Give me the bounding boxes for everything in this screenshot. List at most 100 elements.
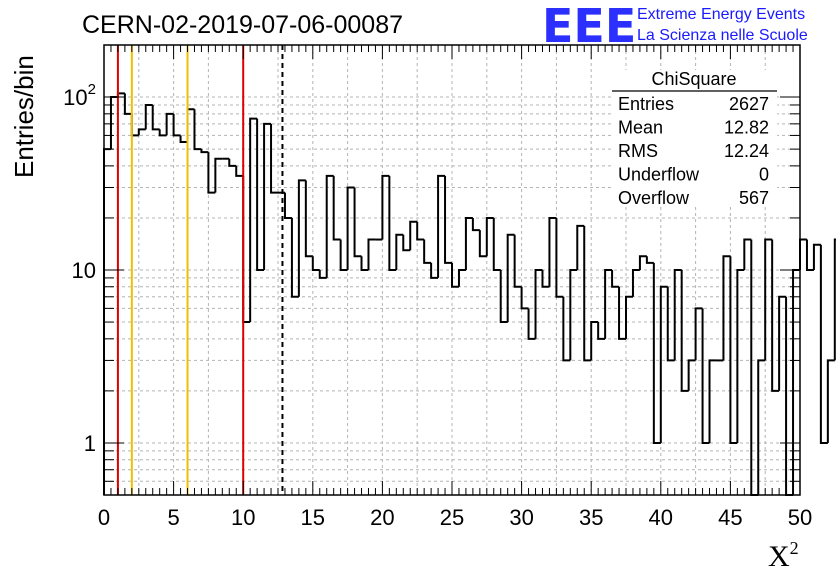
- histogram-bin: [527, 308, 536, 340]
- histogram-bin: [680, 270, 689, 392]
- histogram-bin: [290, 217, 299, 298]
- histogram-bin: [235, 165, 244, 177]
- histogram-bin: [826, 359, 835, 443]
- histogram-bin: [437, 174, 446, 278]
- histogram-bin: [263, 122, 272, 270]
- stats-label: Mean: [618, 118, 663, 138]
- histogram-bin: [367, 238, 376, 270]
- histogram-bin: [395, 233, 404, 270]
- stats-value: 0: [759, 165, 769, 185]
- histogram-bin: [722, 255, 731, 361]
- stats-label: Underflow: [618, 165, 700, 185]
- eee-logo-line1: Extreme Energy Events: [637, 6, 805, 23]
- histogram-bin: [666, 286, 675, 362]
- histogram-bin: [534, 269, 543, 339]
- histogram-bin: [283, 192, 292, 219]
- histogram-bin: [618, 286, 626, 340]
- x-tick-label: 20: [370, 505, 394, 530]
- histogram-bin: [555, 217, 564, 298]
- histogram-bin: [569, 269, 578, 361]
- histogram-bin: [151, 104, 160, 131]
- histogram-bin: [590, 321, 599, 361]
- histogram-bin: [242, 175, 251, 324]
- stats-title: ChiSquare: [651, 69, 736, 89]
- histogram-bin: [464, 216, 473, 270]
- histogram-bin: [346, 186, 355, 270]
- histogram-bin: [270, 123, 278, 194]
- histogram-bin: [583, 225, 592, 362]
- histogram-bin: [353, 187, 362, 258]
- histogram-bin: [249, 117, 258, 323]
- histogram-bin: [311, 256, 320, 271]
- histogram-bin: [799, 238, 807, 270]
- histogram-bin: [256, 118, 265, 271]
- histogram-bin: [805, 239, 814, 271]
- histogram-bin: [416, 221, 425, 241]
- histogram-bin: [123, 93, 132, 115]
- histogram-bin: [207, 152, 216, 194]
- histogram-bin: [304, 180, 313, 258]
- y-tick-label: 10: [72, 258, 96, 283]
- histogram-bin: [833, 238, 836, 361]
- stats-box-frame: [612, 70, 777, 204]
- histogram-bin: [332, 175, 341, 241]
- histogram-bin: [757, 359, 766, 495]
- eee-logo-line2: La Scienza nelle Scuole: [637, 27, 808, 44]
- eee-logo: EEE Extreme Energy Events La Scienza nel…: [542, 0, 808, 53]
- histogram-bin: [638, 255, 647, 270]
- histogram-bin: [743, 238, 752, 270]
- histogram-bin: [625, 295, 633, 339]
- x-tick-label: 15: [301, 505, 325, 530]
- histogram-bin: [687, 359, 696, 391]
- stats-label: RMS: [618, 141, 658, 161]
- histogram-bin: [137, 128, 146, 136]
- histogram-bin: [597, 322, 606, 340]
- histogram-bin: [200, 149, 209, 154]
- histogram-bin: [645, 256, 654, 264]
- histogram-bin: [513, 234, 522, 288]
- histogram-bin: [812, 243, 821, 270]
- histogram-bin: [708, 359, 717, 443]
- histogram-bin: [548, 216, 557, 287]
- histogram-bin: [423, 239, 432, 264]
- histogram-bin: [360, 256, 369, 271]
- histogram-bin: [562, 296, 571, 362]
- histogram-bin: [778, 295, 787, 391]
- stats-value: 12.24: [724, 141, 769, 161]
- histogram-bin: [430, 262, 439, 279]
- histogram-bin: [631, 269, 640, 297]
- y-tick-label: 102: [63, 81, 96, 110]
- histogram-bin: [172, 113, 181, 137]
- histogram-bin: [444, 175, 452, 264]
- stats-value: 567: [739, 188, 769, 208]
- histogram-bin: [409, 220, 418, 251]
- histogram-bin: [388, 175, 397, 271]
- x-axis-label-symbol: X: [768, 540, 790, 572]
- x-tick-label: 10: [231, 505, 255, 530]
- y-tick-label: 1: [84, 431, 96, 456]
- histogram-bin: [297, 179, 306, 297]
- y-tick-label-base: 10: [63, 85, 87, 110]
- histogram-bin: [381, 174, 390, 240]
- histogram-bin: [402, 234, 411, 252]
- histogram-bin: [318, 270, 327, 279]
- histogram-bin: [694, 307, 703, 361]
- histogram-bin: [673, 269, 682, 361]
- histogram-bin: [506, 233, 515, 323]
- histogram-bin: [652, 262, 661, 444]
- histogram-bin: [457, 269, 466, 287]
- histogram-bin: [144, 103, 153, 130]
- histogram-bin: [485, 216, 494, 257]
- x-tick-label: 0: [98, 505, 110, 530]
- x-axis-label: X2: [768, 538, 799, 572]
- histogram-bin: [193, 109, 202, 151]
- histogram-bin: [130, 113, 139, 137]
- histogram-bin: [764, 238, 773, 361]
- histogram-bin: [771, 239, 780, 392]
- histogram-bin: [819, 244, 828, 444]
- stats-label: Entries: [618, 94, 674, 114]
- histogram-bin: [158, 129, 167, 137]
- y-axis-label: Entries/bin: [9, 55, 39, 178]
- x-tick-label: 35: [579, 505, 603, 530]
